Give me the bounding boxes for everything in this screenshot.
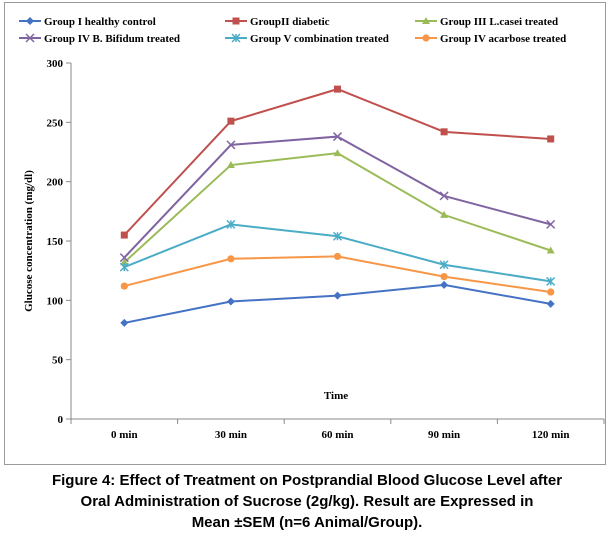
data-point-diamond bbox=[226, 297, 235, 306]
legend-label: Group IV acarbose treated bbox=[440, 33, 566, 45]
legend-item: Group V combination treated bbox=[225, 33, 389, 45]
y-axis-title: Glucose concentration (mg/dl) bbox=[23, 170, 35, 312]
data-point-triangle bbox=[120, 258, 129, 266]
legend-item: Group IV B. Bifidum treated bbox=[19, 33, 180, 45]
data-point-diamond bbox=[26, 17, 34, 25]
data-point-x bbox=[25, 33, 35, 43]
data-point-triangle bbox=[333, 149, 342, 157]
y-tick-label: 0 bbox=[58, 414, 64, 426]
y-tick-label: 50 bbox=[52, 355, 64, 367]
legend-label: Group V combination treated bbox=[250, 33, 389, 45]
data-point-diamond bbox=[440, 280, 449, 289]
y-tick-label: 100 bbox=[47, 295, 64, 307]
chart-figure: Group I healthy control GroupII diabetic G… bbox=[4, 2, 606, 465]
data-point-x bbox=[332, 132, 343, 142]
series-4 bbox=[119, 132, 556, 263]
y-tick-label: 200 bbox=[47, 177, 64, 189]
series-3 bbox=[120, 149, 555, 266]
y-tick-label: 250 bbox=[47, 117, 64, 129]
legend-item: Group III L.casei treated bbox=[415, 16, 558, 28]
data-point-triangle bbox=[546, 246, 555, 254]
data-point-triangle bbox=[422, 17, 430, 24]
series-5 bbox=[119, 219, 556, 286]
figure-caption: Figure 4: Effect of Treatment on Postpra… bbox=[0, 470, 614, 533]
caption-line-3: Mean ±SEM (n=6 Animal/Group). bbox=[191, 514, 423, 531]
series-2 bbox=[120, 85, 555, 239]
x-tick-label: 30 min bbox=[215, 429, 247, 441]
legend-label: Group I healthy control bbox=[44, 16, 156, 28]
data-point-circle bbox=[547, 288, 555, 296]
data-point-triangle bbox=[440, 210, 449, 218]
data-point-diamond bbox=[333, 291, 342, 300]
data-point-x bbox=[226, 140, 236, 150]
data-point-circle bbox=[227, 255, 235, 263]
data-point-diamond bbox=[120, 318, 129, 327]
data-point-star bbox=[546, 276, 556, 286]
line-chart: Group I healthy control GroupII diabetic G… bbox=[19, 16, 605, 441]
data-point-square bbox=[227, 117, 235, 125]
data-point-star bbox=[119, 262, 129, 272]
legend-label: Group III L.casei treated bbox=[440, 16, 558, 28]
legend-item: GroupII diabetic bbox=[225, 16, 330, 28]
y-tick-label: 150 bbox=[47, 236, 64, 248]
data-point-x bbox=[439, 191, 449, 201]
series-line bbox=[123, 88, 551, 236]
data-point-circle bbox=[440, 273, 448, 281]
data-point-x bbox=[119, 253, 129, 263]
data-point-square bbox=[440, 128, 448, 136]
legend: Group I healthy control GroupII diabetic G… bbox=[19, 16, 566, 45]
legend-item: Group IV acarbose treated bbox=[415, 33, 566, 45]
axes: 0 50 100 150 200 250 300 0 min 30 min 60 min 90 mi… bbox=[47, 58, 605, 441]
data-point-circle bbox=[120, 282, 128, 290]
x-tick-label: 120 min bbox=[532, 429, 570, 441]
data-point-x bbox=[546, 219, 556, 229]
data-point-star bbox=[332, 231, 343, 241]
data-point-square bbox=[120, 231, 128, 239]
legend-label: Group IV B. Bifidum treated bbox=[44, 33, 180, 45]
x-tick-label: 0 min bbox=[111, 429, 138, 441]
series-6 bbox=[120, 252, 555, 296]
data-point-square bbox=[547, 135, 555, 143]
data-point-circle bbox=[422, 34, 430, 42]
series-layer bbox=[119, 85, 556, 327]
x-tick-label: 60 min bbox=[321, 429, 353, 441]
x-axis-title: Time bbox=[324, 390, 348, 402]
caption-line-1: Figure 4: Effect of Treatment on Postpra… bbox=[51, 472, 563, 489]
caption-line-2: Oral Administration of Sucrose (2g/kg). … bbox=[80, 493, 534, 510]
data-point-circle bbox=[333, 252, 342, 261]
series-1 bbox=[120, 280, 555, 327]
data-point-triangle bbox=[226, 161, 235, 169]
series-line bbox=[124, 255, 551, 294]
legend-item: Group I healthy control bbox=[19, 16, 156, 28]
y-tick-label: 300 bbox=[47, 58, 64, 70]
data-point-star bbox=[226, 219, 236, 229]
data-point-diamond bbox=[546, 299, 555, 308]
series-line bbox=[124, 283, 551, 324]
data-point-star bbox=[439, 260, 449, 270]
data-point-square bbox=[334, 85, 341, 93]
x-tick-label: 90 min bbox=[428, 429, 460, 441]
legend-label: GroupII diabetic bbox=[250, 16, 330, 28]
data-point-star bbox=[231, 33, 241, 43]
data-point-square bbox=[232, 17, 240, 25]
